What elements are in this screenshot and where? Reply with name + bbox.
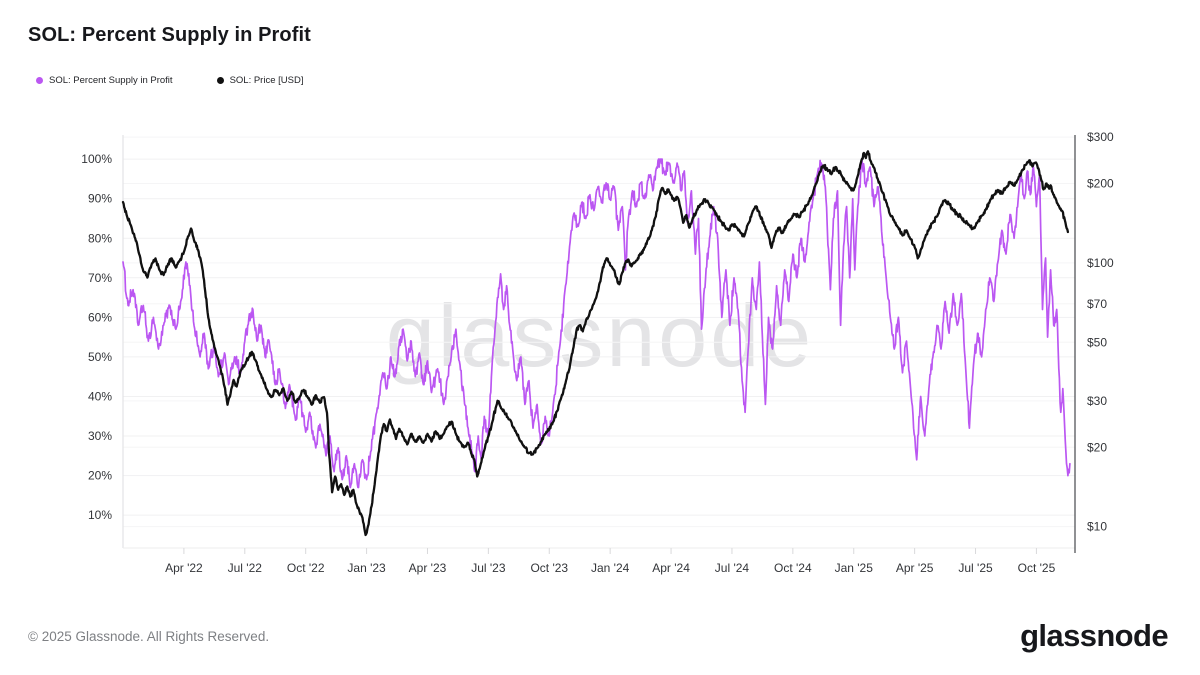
legend-dot-percent-supply-icon (36, 77, 43, 84)
series-line-price (121, 150, 1070, 537)
y-right-tick-100: $100 (1087, 256, 1114, 270)
copyright-text: © 2025 Glassnode. All Rights Reserved. (28, 629, 270, 644)
y-left-tick-100: 100% (81, 152, 112, 166)
legend-label-price: SOL: Price [USD] (229, 75, 304, 86)
y-right-tick-30: $30 (1087, 394, 1107, 408)
x-tick-label-Jul24: Jul '24 (715, 561, 750, 575)
legend-label-percent-supply: SOL: Percent Supply in Profit (49, 75, 173, 86)
y-right-tick-70: $70 (1087, 297, 1107, 311)
x-tick-label-Oct24: Oct '24 (774, 561, 812, 575)
chart-legend: SOL: Percent Supply in Profit SOL: Price… (36, 75, 303, 86)
y-right-tick-200: $200 (1087, 177, 1114, 191)
y-left-tick-30: 30% (88, 429, 112, 443)
y-left-tick-10: 10% (88, 508, 112, 522)
y-left-tick-20: 20% (88, 469, 112, 483)
x-tick-label-Apr22: Apr '22 (165, 561, 203, 575)
x-tick-label-Apr24: Apr '24 (652, 561, 690, 575)
y-left-tick-90: 90% (88, 192, 112, 206)
x-tick-label-Jul22: Jul '22 (228, 561, 263, 575)
page-title: SOL: Percent Supply in Profit (28, 24, 311, 46)
y-left-tick-70: 70% (88, 271, 112, 285)
series-line-percent-supply-in-profit (122, 158, 1071, 489)
legend-item-percent-supply[interactable]: SOL: Percent Supply in Profit (36, 75, 173, 86)
x-tick-label-Jan25: Jan '25 (835, 561, 874, 575)
y-left-tick-80: 80% (88, 231, 112, 245)
x-tick-label-Jul25: Jul '25 (958, 561, 993, 575)
x-tick-label-Apr25: Apr '25 (896, 561, 934, 575)
y-right-tick-50: $50 (1087, 335, 1107, 349)
legend-item-price[interactable]: SOL: Price [USD] (216, 75, 304, 86)
x-tick-label-Jan23: Jan '23 (347, 561, 386, 575)
y-left-tick-40: 40% (88, 389, 112, 403)
y-left-tick-60: 60% (88, 310, 112, 324)
y-right-tick-10: $10 (1087, 520, 1107, 534)
glassnode-logo[interactable]: glassnode (1020, 618, 1169, 653)
y-right-tick-300: $300 (1087, 130, 1114, 144)
legend-dot-price-icon (216, 77, 224, 84)
x-tick-label-Jul23: Jul '23 (471, 561, 506, 575)
x-tick-label-Oct23: Oct '23 (530, 561, 568, 575)
x-tick-label-Jan24: Jan '24 (591, 561, 630, 575)
x-tick-label-Oct25: Oct '25 (1018, 561, 1056, 575)
y-left-tick-50: 50% (88, 350, 112, 364)
x-tick-label-Apr23: Apr '23 (409, 561, 447, 575)
x-tick-label-Oct22: Oct '22 (287, 561, 325, 575)
y-right-tick-20: $20 (1087, 440, 1107, 454)
